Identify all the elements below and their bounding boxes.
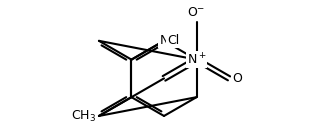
Text: N$^+$: N$^+$ xyxy=(187,52,206,67)
Text: N: N xyxy=(159,34,169,47)
Text: O$^{-}$: O$^{-}$ xyxy=(187,6,206,19)
Text: Cl: Cl xyxy=(167,34,179,47)
Text: O: O xyxy=(232,72,242,85)
Text: CH$_3$: CH$_3$ xyxy=(71,108,96,124)
